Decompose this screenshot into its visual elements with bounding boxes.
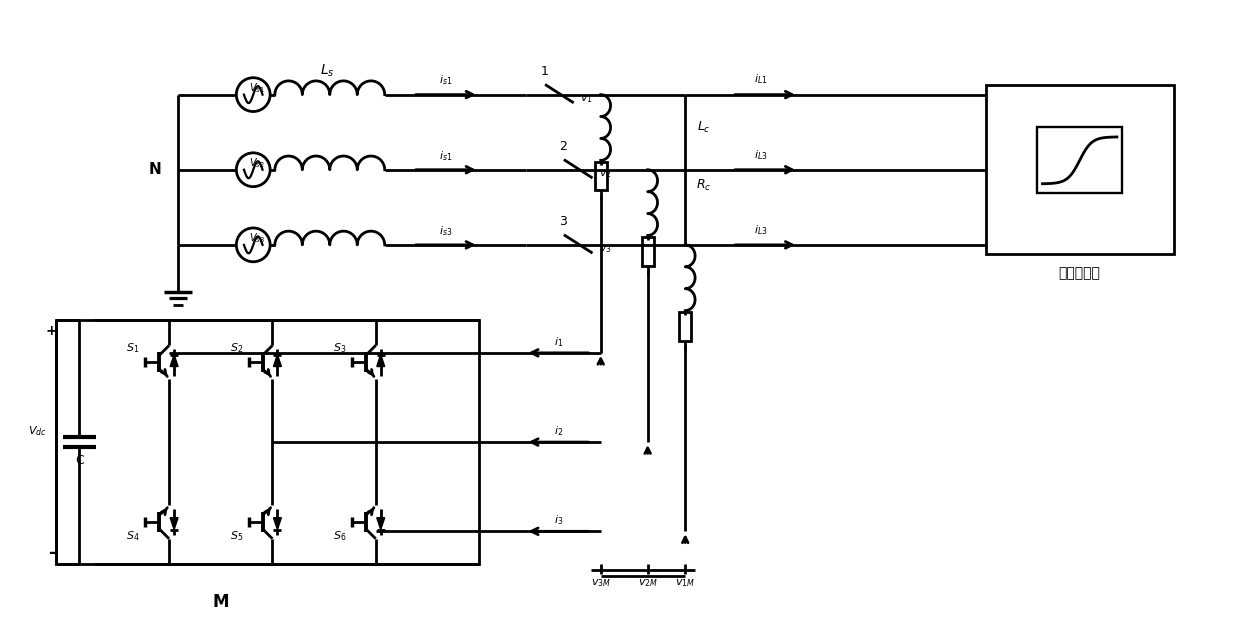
Text: $L_s$: $L_s$ (320, 63, 335, 79)
Text: $i_2$: $i_2$ (554, 424, 563, 438)
Text: -: - (48, 544, 55, 562)
Polygon shape (377, 518, 384, 530)
Text: $V_{dc}$: $V_{dc}$ (28, 424, 47, 438)
Bar (986, 85, 1173, 254)
Text: $V_{s2}$: $V_{s2}$ (249, 156, 265, 170)
Text: $V_{s1}$: $V_{s1}$ (249, 81, 265, 95)
Bar (595, 162, 607, 190)
Polygon shape (170, 355, 178, 367)
Text: $i_{L3}$: $i_{L3}$ (753, 148, 767, 162)
Text: $S_6$: $S_6$ (333, 529, 347, 543)
Text: $S_5$: $S_5$ (229, 529, 243, 543)
Text: 3: 3 (559, 215, 567, 228)
Text: $v_2$: $v_2$ (598, 168, 612, 180)
Text: $S_1$: $S_1$ (126, 341, 140, 355)
Text: $V_{s3}$: $V_{s3}$ (249, 232, 265, 245)
Bar (56, 320, 478, 564)
Text: +: + (46, 324, 57, 339)
Text: $v_{2M}$: $v_{2M}$ (638, 577, 658, 589)
Text: $L_c$: $L_c$ (698, 120, 711, 135)
Text: $v_{3M}$: $v_{3M}$ (591, 577, 611, 589)
Polygon shape (274, 518, 281, 530)
Text: $i_{s3}$: $i_{s3}$ (439, 224, 452, 237)
Bar (1037, 127, 1123, 193)
Bar (642, 237, 654, 266)
Bar (679, 312, 691, 340)
Text: $i_{s1}$: $i_{s1}$ (439, 148, 452, 163)
Polygon shape (170, 518, 178, 530)
Text: C: C (76, 454, 84, 467)
Text: $S_3$: $S_3$ (333, 341, 346, 355)
Text: M: M (212, 593, 229, 611)
Text: $v_1$: $v_1$ (580, 93, 593, 105)
Text: N: N (149, 162, 161, 177)
Text: $i_1$: $i_1$ (554, 335, 563, 349)
Text: $i_{s1}$: $i_{s1}$ (439, 74, 452, 88)
Text: $i_{L1}$: $i_{L1}$ (753, 73, 767, 86)
Text: $i_3$: $i_3$ (554, 513, 564, 527)
Text: $S_4$: $S_4$ (126, 529, 140, 543)
Text: $v_{1M}$: $v_{1M}$ (675, 577, 695, 589)
Text: $R_c$: $R_c$ (696, 178, 711, 193)
Text: 非线性负载: 非线性负载 (1059, 266, 1100, 280)
Text: $i_{L3}$: $i_{L3}$ (753, 223, 767, 237)
Polygon shape (274, 355, 281, 367)
Text: $v_3$: $v_3$ (598, 244, 612, 255)
Text: 1: 1 (540, 65, 549, 77)
Text: $S_2$: $S_2$ (229, 341, 243, 355)
Polygon shape (377, 355, 384, 367)
Text: 2: 2 (559, 140, 567, 153)
